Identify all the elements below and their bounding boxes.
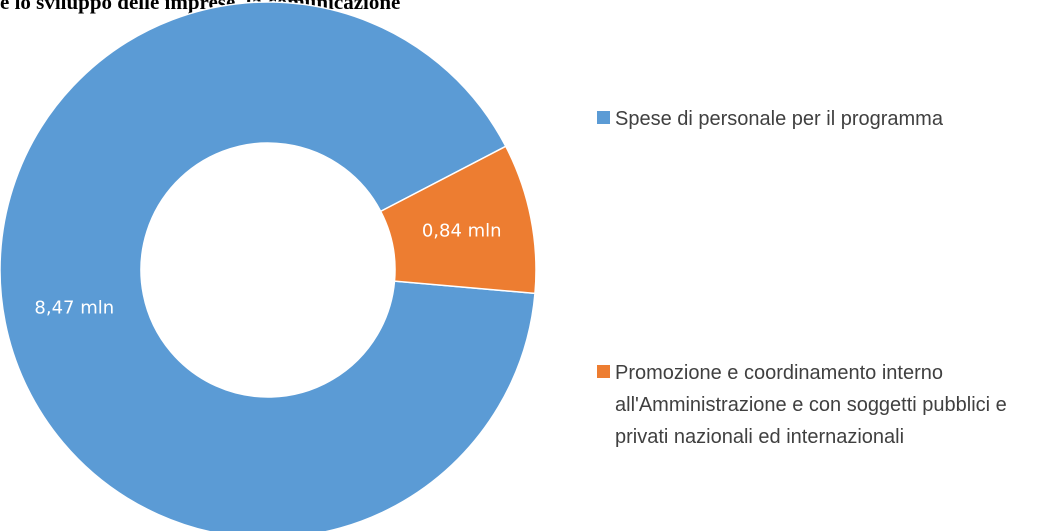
- legend-swatch: [597, 365, 610, 378]
- data-label: 8,47 mln: [34, 297, 114, 318]
- legend-swatch: [597, 111, 610, 124]
- donut-slice: [379, 145, 537, 295]
- data-label: 0,84 mln: [422, 221, 502, 242]
- donut-slice: [0, 1, 536, 531]
- legend-label: Promozione e coordinamento interno all'Am…: [615, 362, 1007, 448]
- legend-label: Spese di personale per il programma: [615, 108, 944, 130]
